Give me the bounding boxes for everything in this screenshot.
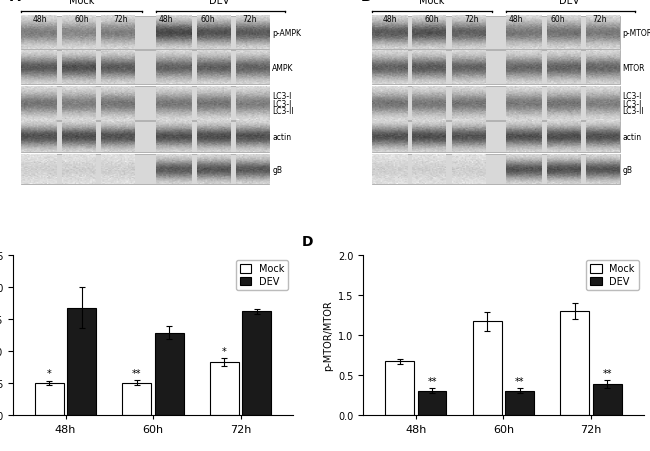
Text: 60h: 60h — [551, 14, 566, 23]
Bar — [35, 383, 64, 415]
Text: LC3-II: LC3-II — [623, 107, 644, 116]
Text: 72h: 72h — [114, 14, 128, 23]
Text: *: * — [222, 346, 227, 356]
Bar — [21, 155, 269, 185]
Text: gB: gB — [272, 166, 282, 174]
Text: actin: actin — [623, 133, 642, 142]
Text: LC3-II: LC3-II — [272, 107, 294, 116]
Bar — [372, 17, 619, 51]
Text: **: ** — [515, 376, 525, 386]
Text: MTOR: MTOR — [623, 64, 645, 72]
Text: A: A — [10, 0, 21, 4]
Text: **: ** — [132, 368, 142, 378]
Bar — [210, 363, 239, 415]
Text: LC3-I: LC3-I — [623, 99, 642, 108]
Bar — [473, 322, 502, 415]
Text: p-AMPK: p-AMPK — [272, 29, 301, 38]
Text: AMPK: AMPK — [272, 64, 294, 72]
Text: 48h: 48h — [159, 14, 173, 23]
Bar — [242, 311, 271, 415]
Text: p-MTOR: p-MTOR — [623, 29, 650, 38]
Text: Mock: Mock — [419, 0, 445, 6]
Text: 72h: 72h — [464, 14, 478, 23]
Text: **: ** — [603, 368, 612, 378]
Legend: Mock, DEV: Mock, DEV — [586, 260, 639, 290]
Text: DEV: DEV — [559, 0, 579, 6]
Bar — [560, 311, 589, 415]
Bar — [68, 308, 96, 415]
Bar — [122, 383, 151, 415]
Bar — [21, 121, 269, 153]
Text: B: B — [361, 0, 371, 4]
Text: gB: gB — [623, 166, 632, 174]
Legend: Mock, DEV: Mock, DEV — [236, 260, 289, 290]
Text: **: ** — [427, 376, 437, 386]
Y-axis label: p-MTOR/MTOR: p-MTOR/MTOR — [322, 300, 333, 370]
Text: 60h: 60h — [424, 14, 439, 23]
Bar — [385, 361, 414, 415]
Text: Mock: Mock — [69, 0, 94, 6]
Text: LC3-I: LC3-I — [623, 92, 642, 101]
Text: 48h: 48h — [383, 14, 397, 23]
Text: 72h: 72h — [593, 14, 607, 23]
Bar — [372, 87, 619, 120]
Text: LC3-I: LC3-I — [272, 92, 292, 101]
Bar — [21, 87, 269, 120]
Bar — [505, 391, 534, 415]
Text: *: * — [47, 368, 52, 378]
Text: 60h: 60h — [74, 14, 89, 23]
Bar — [372, 121, 619, 153]
Bar — [21, 51, 269, 85]
Text: 48h: 48h — [509, 14, 523, 23]
Text: 48h: 48h — [32, 14, 47, 23]
Text: 60h: 60h — [200, 14, 215, 23]
Bar — [417, 391, 447, 415]
Bar — [593, 385, 621, 415]
Bar — [372, 155, 619, 185]
Bar — [21, 17, 269, 51]
Text: D: D — [302, 235, 313, 249]
Bar — [155, 333, 184, 415]
Text: DEV: DEV — [209, 0, 229, 6]
Bar — [372, 51, 619, 85]
Text: LC3-I: LC3-I — [272, 99, 292, 108]
Text: actin: actin — [272, 133, 291, 142]
Text: 72h: 72h — [242, 14, 257, 23]
